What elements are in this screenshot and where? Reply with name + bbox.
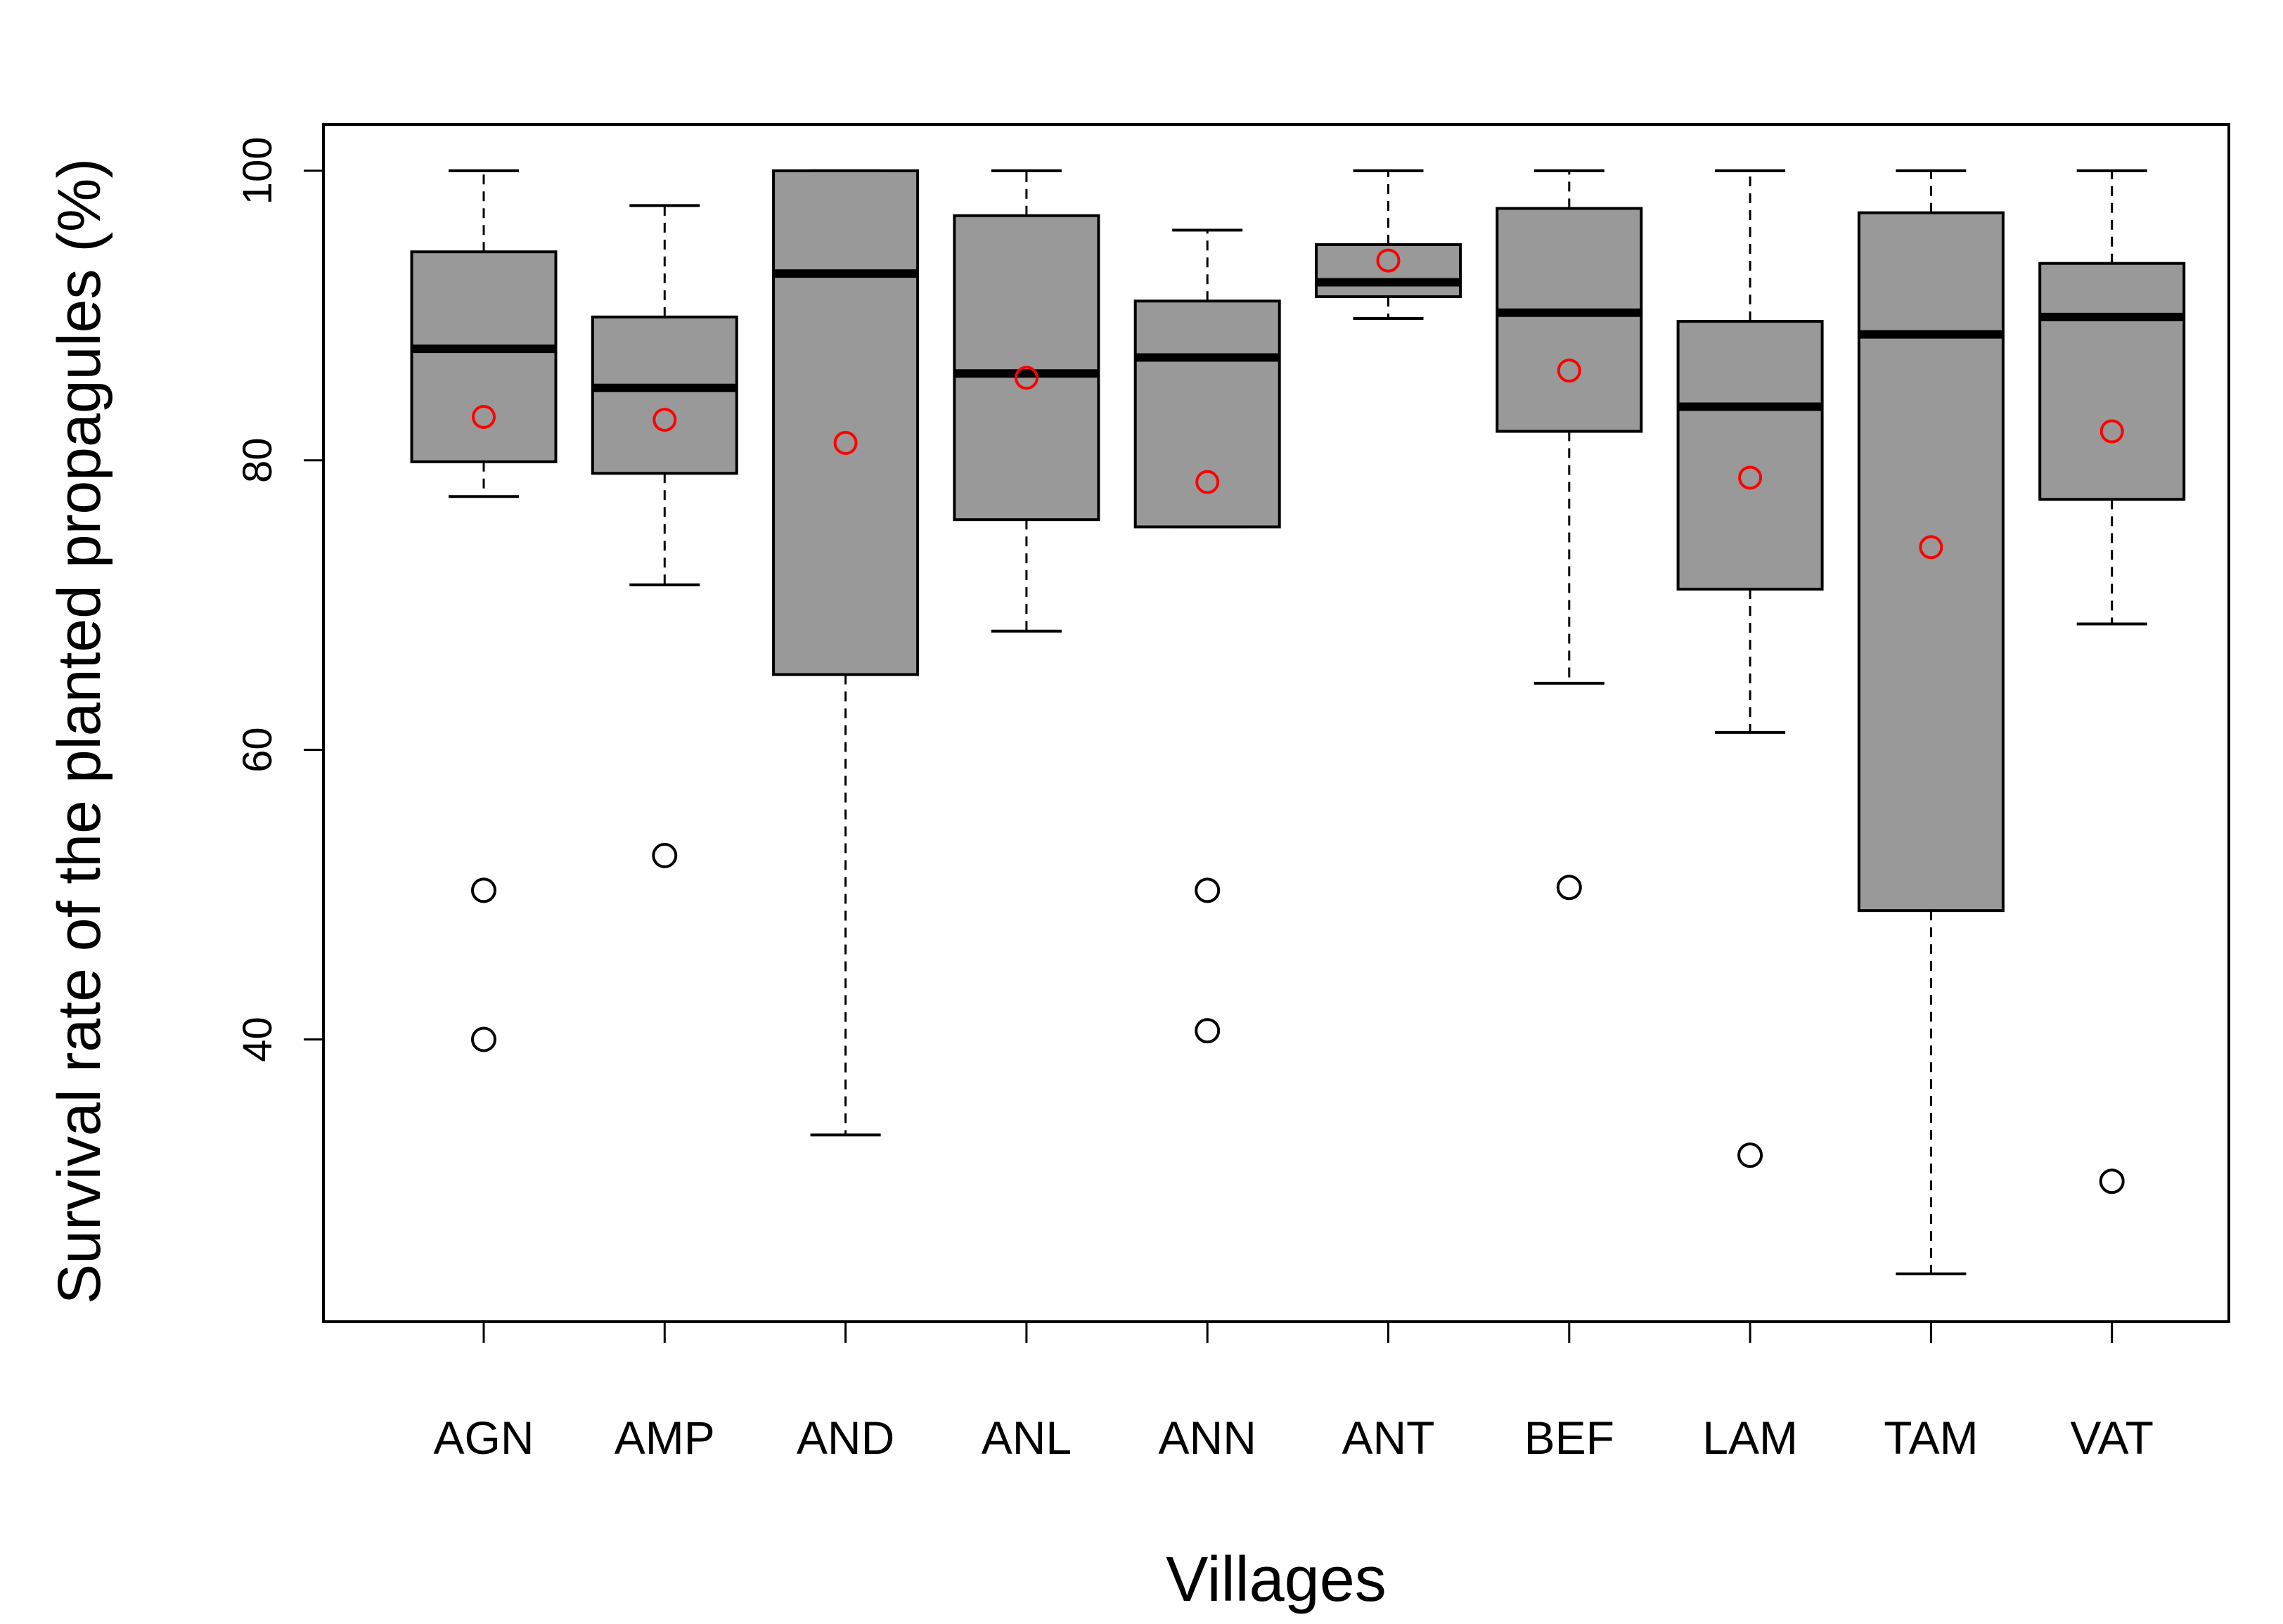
- outlier-point: [2099, 1168, 2125, 1194]
- iqr-box: [1496, 207, 1643, 433]
- x-tick-label: LAM: [1702, 1412, 1798, 1464]
- outlier-point: [1195, 1018, 1221, 1044]
- box-ant: [1315, 169, 1462, 320]
- box-anl: [953, 169, 1100, 633]
- mean-marker: [1014, 366, 1038, 390]
- iqr-box: [1676, 320, 1824, 591]
- outlier-point: [652, 842, 678, 868]
- x-tick-label: AMP: [615, 1412, 715, 1464]
- iqr-box: [1133, 299, 1281, 529]
- box-amp: [591, 204, 738, 868]
- mean-marker: [472, 404, 496, 429]
- iqr-box: [591, 315, 738, 475]
- box-ann: [1133, 228, 1281, 1044]
- y-axis-title: Survival rate of the planted propagules …: [46, 158, 113, 1304]
- y-tick-label: 40: [235, 1017, 281, 1062]
- mean-marker: [1195, 470, 1220, 494]
- mean-marker: [833, 431, 858, 456]
- outlier-point: [1556, 875, 1582, 901]
- x-tick-label: AND: [797, 1412, 894, 1464]
- x-tick-label: ANT: [1342, 1412, 1435, 1464]
- x-tick-label: ANN: [1159, 1412, 1256, 1464]
- x-tick-label: VAT: [2070, 1412, 2154, 1464]
- box-lam: [1676, 169, 1824, 1168]
- x-axis: AGN AMP AND ANL ANN ANT BEF LAM TAM VAT: [433, 1322, 2154, 1464]
- x-tick-label: AGN: [433, 1412, 534, 1464]
- x-axis-title: Villages: [1166, 1545, 1387, 1615]
- iqr-box: [953, 214, 1100, 522]
- x-tick-label: TAM: [1884, 1412, 1978, 1464]
- box-agn: [410, 169, 558, 1052]
- outlier-point: [1737, 1142, 1763, 1168]
- x-tick-label: BEF: [1524, 1412, 1614, 1464]
- boxes-layer: [410, 169, 2186, 1276]
- iqr-box: [1857, 211, 2005, 913]
- mean-marker: [2099, 419, 2124, 444]
- mean-marker: [1557, 359, 1581, 383]
- mean-marker: [1376, 248, 1401, 273]
- iqr-box: [410, 250, 558, 463]
- mean-marker: [652, 408, 677, 432]
- mean-marker: [1738, 465, 1763, 490]
- box-vat: [2038, 169, 2186, 1194]
- outlier-point: [471, 1026, 496, 1052]
- box-bef: [1496, 169, 1643, 901]
- outlier-point: [471, 877, 496, 903]
- y-axis: 40 60 80 100: [235, 137, 325, 1062]
- iqr-box: [2038, 262, 2186, 501]
- outlier-point: [1195, 877, 1221, 903]
- x-tick-label: ANL: [982, 1412, 1072, 1464]
- box-and: [772, 169, 920, 1137]
- mean-marker: [1919, 535, 1943, 560]
- box-tam: [1857, 169, 2005, 1276]
- y-tick-label: 60: [235, 727, 281, 773]
- iqr-box: [772, 169, 920, 676]
- y-tick-label: 80: [235, 437, 281, 483]
- y-tick-label: 100: [235, 137, 281, 205]
